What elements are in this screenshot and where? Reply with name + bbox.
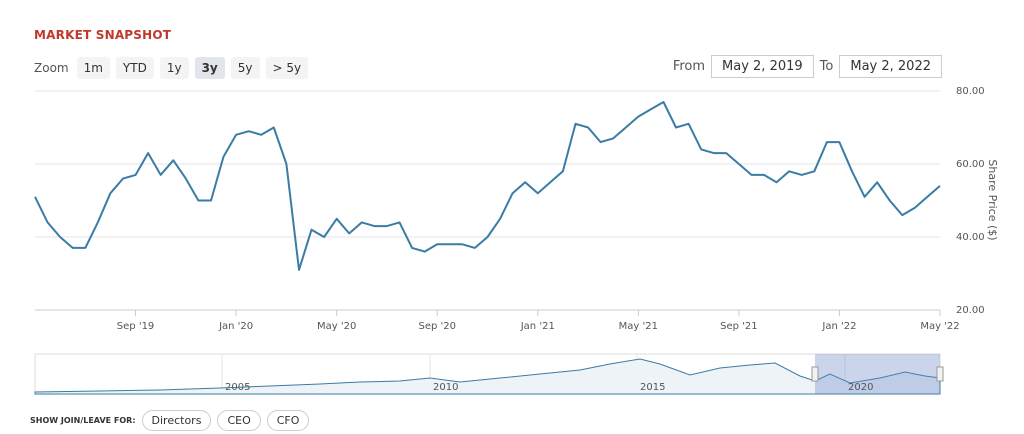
- x-tick-label: May '21: [619, 321, 658, 332]
- navigator-label: 2015: [640, 382, 665, 393]
- y-tick-label: 60.00: [956, 159, 985, 170]
- x-tick-label: Jan '21: [520, 321, 555, 332]
- from-input[interactable]: May 2, 2019: [711, 55, 814, 78]
- navigator-handle[interactable]: [811, 366, 819, 382]
- x-tick-label: Sep '21: [720, 321, 758, 332]
- zoom-button[interactable]: YTD: [115, 57, 154, 79]
- zoom-button[interactable]: 1m: [76, 57, 110, 79]
- zoom-button[interactable]: > 5y: [265, 57, 309, 79]
- filter-button[interactable]: CEO: [217, 410, 261, 431]
- x-tick-label: Sep '19: [117, 321, 155, 332]
- x-tick-label: Sep '20: [418, 321, 456, 332]
- navigator-label: 2010: [433, 382, 458, 393]
- navigator-handle[interactable]: [936, 366, 944, 382]
- price-line: [34, 101, 941, 271]
- x-tick-label: Jan '20: [218, 321, 253, 332]
- x-tick-label: May '20: [317, 321, 356, 332]
- navigator-label: 2020: [848, 382, 873, 393]
- navigator-label: 2005: [225, 382, 250, 393]
- to-label: To: [819, 59, 834, 74]
- zoom-bar: Zoom 1m YTD 1y 3y 5y > 5y: [34, 57, 309, 79]
- x-tick-label: Jan '22: [821, 321, 856, 332]
- from-label: From: [672, 59, 706, 74]
- navigator: 2005 2010 2015 2020: [34, 353, 944, 395]
- zoom-label: Zoom: [34, 61, 69, 75]
- navigator-selection[interactable]: [815, 354, 940, 394]
- to-input[interactable]: May 2, 2022: [839, 55, 942, 78]
- y-axis-title: Share Price ($): [986, 159, 999, 240]
- footer-label: SHOW JOIN/LEAVE FOR:: [30, 416, 136, 425]
- zoom-button[interactable]: 5y: [230, 57, 260, 79]
- x-tick-label: May '22: [920, 321, 959, 332]
- footer: SHOW JOIN/LEAVE FOR: Directors CEO CFO: [30, 410, 310, 431]
- zoom-button[interactable]: 1y: [159, 57, 189, 79]
- page-title: MARKET SNAPSHOT: [34, 28, 172, 42]
- y-tick-label: 40.00: [956, 232, 985, 243]
- y-tick-label: 80.00: [956, 86, 985, 97]
- navigator-series: [34, 358, 941, 395]
- filter-button[interactable]: Directors: [141, 410, 212, 431]
- filter-button[interactable]: CFO: [266, 410, 310, 431]
- y-tick-label: 20.00: [956, 305, 985, 316]
- zoom-button[interactable]: 3y: [194, 57, 225, 79]
- date-range: From May 2, 2019 To May 2, 2022: [673, 55, 942, 78]
